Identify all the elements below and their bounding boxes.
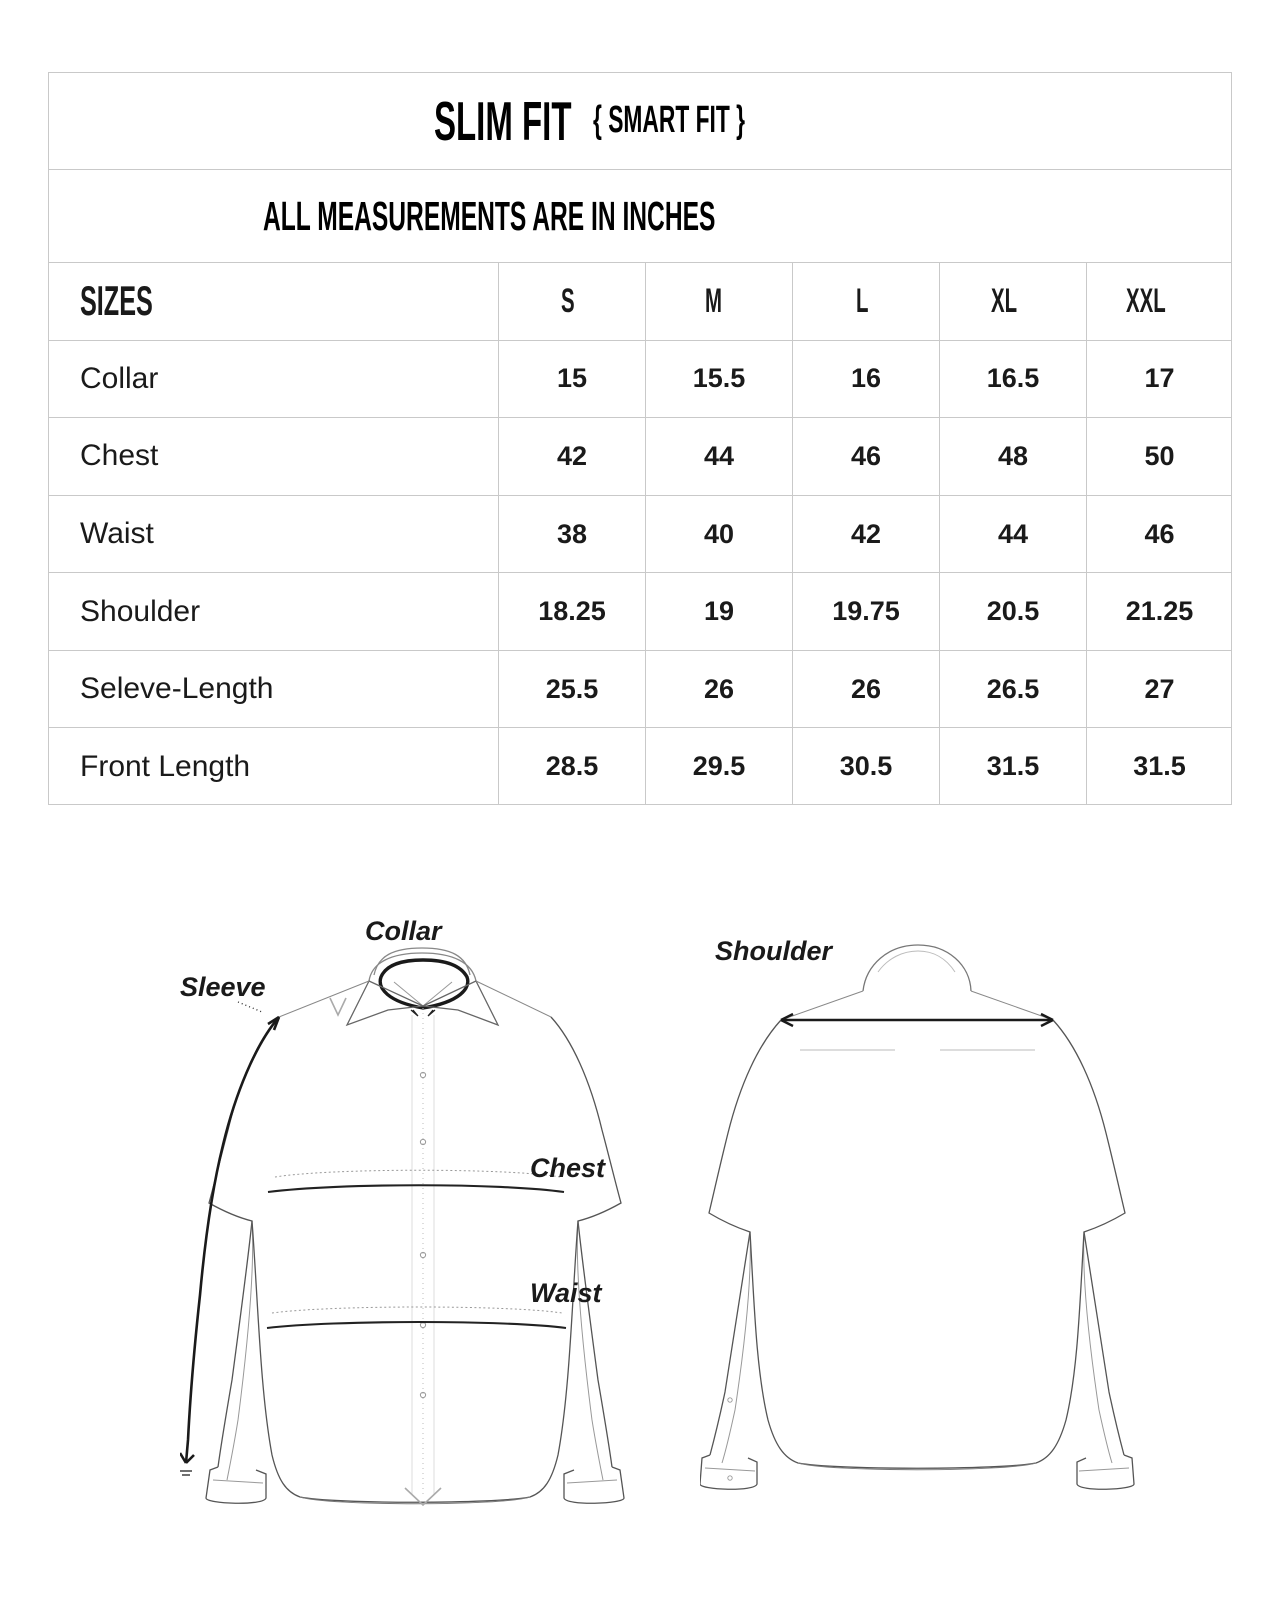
svg-text:Sleeve: Sleeve bbox=[180, 972, 266, 1002]
svg-text:Collar: Collar bbox=[365, 920, 443, 946]
svg-text:Shoulder: Shoulder bbox=[715, 936, 833, 966]
svg-text:Chest: Chest bbox=[530, 1153, 606, 1183]
svg-text:Waist: Waist bbox=[530, 1278, 603, 1308]
